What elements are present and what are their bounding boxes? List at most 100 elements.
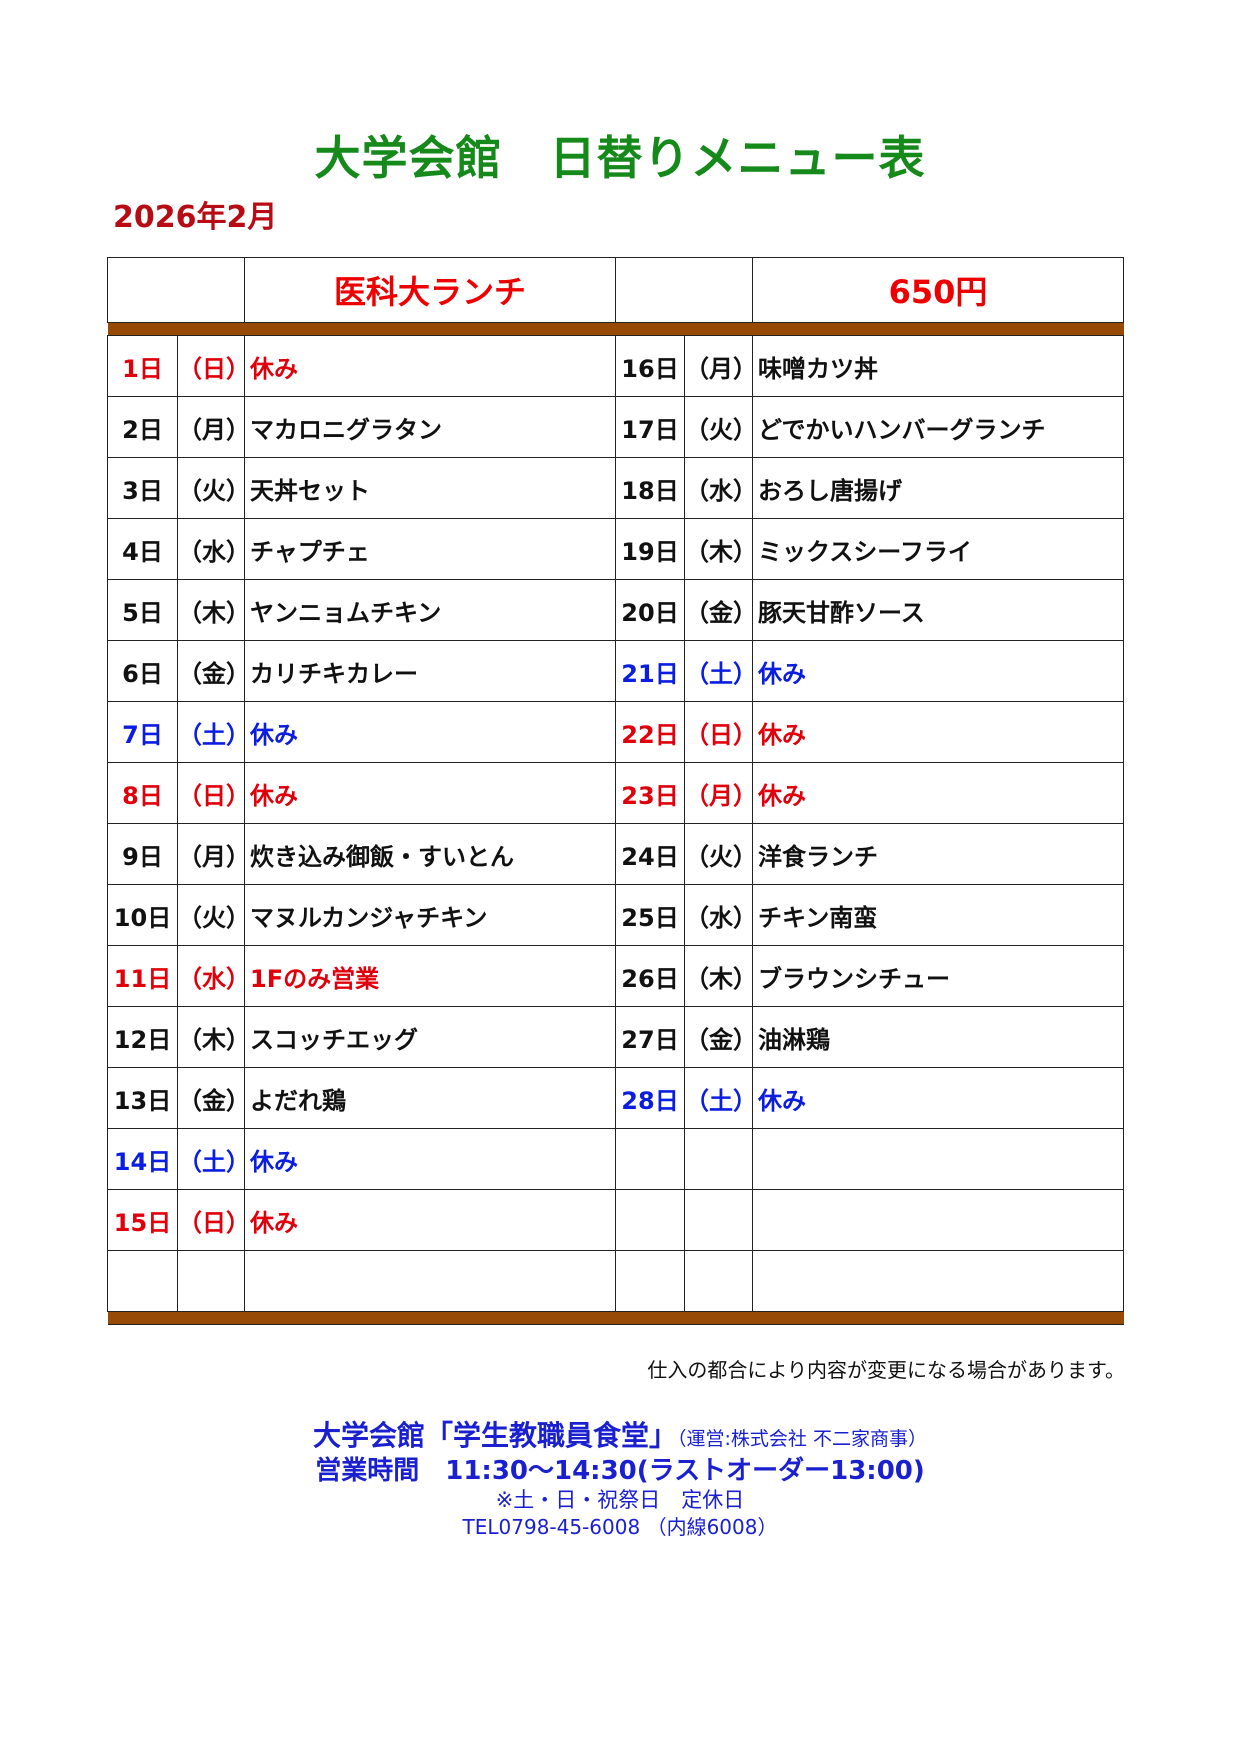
weekday-cell: （月） [177, 823, 245, 885]
menu-cell: ヤンニョムチキン [244, 579, 616, 641]
day-cell: 25日 [615, 884, 685, 946]
menu-cell [752, 1250, 1124, 1312]
day-cell: 20日 [615, 579, 685, 641]
weekday-cell [177, 1250, 245, 1312]
menu-cell: カリチキカレー [244, 640, 616, 702]
menu-cell: マヌルカンジャチキン [244, 884, 616, 946]
day-cell: 12日 [107, 1006, 178, 1068]
operator: （運営:株式会社 不二家商事） [677, 1428, 927, 1450]
change-notice: 仕入の都合により内容が変更になる場合があります。 [647, 1358, 1125, 1382]
weekday-cell: （木） [177, 1006, 245, 1068]
weekday-cell: （日） [177, 762, 245, 824]
day-cell: 28日 [615, 1067, 685, 1129]
day-cell: 9日 [107, 823, 178, 885]
menu-cell: 休み [752, 640, 1124, 702]
header-empty [615, 257, 753, 323]
table-header: 医科大ランチ 650円 [107, 257, 1124, 323]
menu-cell [244, 1250, 616, 1312]
menu-cell: 洋食ランチ [752, 823, 1124, 885]
day-cell [615, 1189, 685, 1251]
weekday-cell: （水） [684, 884, 753, 946]
day-cell: 5日 [107, 579, 178, 641]
table-row: 5日 （木） ヤンニョムチキン 20日 （金） 豚天甘酢ソース [107, 579, 1124, 641]
weekday-cell: （木） [684, 945, 753, 1007]
weekday-cell: （土） [684, 640, 753, 702]
table-row: 1日 （日） 休み 16日 （月） 味噌カツ丼 [107, 335, 1124, 397]
day-cell: 19日 [615, 518, 685, 580]
day-cell: 2日 [107, 396, 178, 458]
weekday-cell: （木） [684, 518, 753, 580]
menu-cell: 天丼セット [244, 457, 616, 519]
day-cell [107, 1250, 178, 1312]
menu-cell: ミックスシーフライ [752, 518, 1124, 580]
menu-cell: よだれ鶏 [244, 1067, 616, 1129]
weekday-cell: （火） [684, 823, 753, 885]
menu-cell: どでかいハンバーグランチ [752, 396, 1124, 458]
weekday-cell: （水） [177, 945, 245, 1007]
day-cell: 11日 [107, 945, 178, 1007]
weekday-cell: （土） [177, 1128, 245, 1190]
weekday-cell: （月） [177, 396, 245, 458]
day-cell: 6日 [107, 640, 178, 702]
day-cell: 26日 [615, 945, 685, 1007]
day-cell: 14日 [107, 1128, 178, 1190]
table-row: 7日 （土） 休み 22日 （日） 休み [107, 701, 1124, 763]
day-cell [615, 1128, 685, 1190]
menu-cell [752, 1189, 1124, 1251]
menu-cell: チキン南蛮 [752, 884, 1124, 946]
page-title: 大学会館 日替りメニュー表 [314, 131, 926, 185]
menu-cell: 休み [244, 701, 616, 763]
weekday-cell: （金） [684, 579, 753, 641]
weekday-cell: （土） [177, 701, 245, 763]
day-cell: 16日 [615, 335, 685, 397]
table-row: 10日 （火） マヌルカンジャチキン 25日 （水） チキン南蛮 [107, 884, 1124, 946]
header-empty [107, 257, 245, 323]
day-cell: 15日 [107, 1189, 178, 1251]
price-header: 650円 [752, 257, 1124, 323]
menu-cell: 休み [244, 1189, 616, 1251]
day-cell: 7日 [107, 701, 178, 763]
weekday-cell [684, 1189, 753, 1251]
day-cell: 23日 [615, 762, 685, 824]
day-cell: 21日 [615, 640, 685, 702]
day-cell: 27日 [615, 1006, 685, 1068]
weekday-cell [684, 1128, 753, 1190]
divider [107, 1311, 1124, 1325]
weekday-cell: （金） [177, 1067, 245, 1129]
table-row [107, 1250, 1124, 1312]
footer-band [107, 1311, 1124, 1325]
menu-cell: 味噌カツ丼 [752, 335, 1124, 397]
menu-cell: マカロニグラタン [244, 396, 616, 458]
menu-cell: 休み [752, 701, 1124, 763]
divider [107, 322, 1124, 336]
business-hours: 営業時間 11:30～14:30(ラストオーダー13:00) [315, 1456, 925, 1486]
weekday-cell: （日） [177, 335, 245, 397]
day-cell: 17日 [615, 396, 685, 458]
weekday-cell: （金） [177, 640, 245, 702]
day-cell: 24日 [615, 823, 685, 885]
weekday-cell: （土） [684, 1067, 753, 1129]
menu-cell [752, 1128, 1124, 1190]
weekday-cell: （水） [177, 518, 245, 580]
footer-name: 大学会館「学生教職員食堂」（運営:株式会社 不二家商事） [0, 1414, 1240, 1454]
menu-table: 医科大ランチ 650円 1日 （日） 休み 16日 （月） 味噌カツ丼 2日 （月） マカロニグ… [107, 257, 1124, 1325]
menu-cell: ブラウンシチュー [752, 945, 1124, 1007]
month-label: 2026年2月 [113, 200, 278, 235]
menu-cell: スコッチエッグ [244, 1006, 616, 1068]
day-cell: 13日 [107, 1067, 178, 1129]
weekday-cell: （火） [684, 396, 753, 458]
menu-cell: 休み [244, 335, 616, 397]
menu-cell: 油淋鶏 [752, 1006, 1124, 1068]
header-band [107, 322, 1124, 336]
weekday-cell: （火） [177, 457, 245, 519]
weekday-cell: （日） [684, 701, 753, 763]
day-cell: 8日 [107, 762, 178, 824]
table-row: 9日 （月） 炊き込み御飯・すいとん 24日 （火） 洋食ランチ [107, 823, 1124, 885]
table-row: 8日 （日） 休み 23日 （月） 休み [107, 762, 1124, 824]
table-row: 2日 （月） マカロニグラタン 17日 （火） どでかいハンバーグランチ [107, 396, 1124, 458]
telephone: TEL0798-45-6008 （内線6008） [462, 1515, 778, 1539]
day-cell: 1日 [107, 335, 178, 397]
table-row: 4日 （水） チャプチェ 19日 （木） ミックスシーフライ [107, 518, 1124, 580]
weekday-cell: （木） [177, 579, 245, 641]
day-cell: 10日 [107, 884, 178, 946]
